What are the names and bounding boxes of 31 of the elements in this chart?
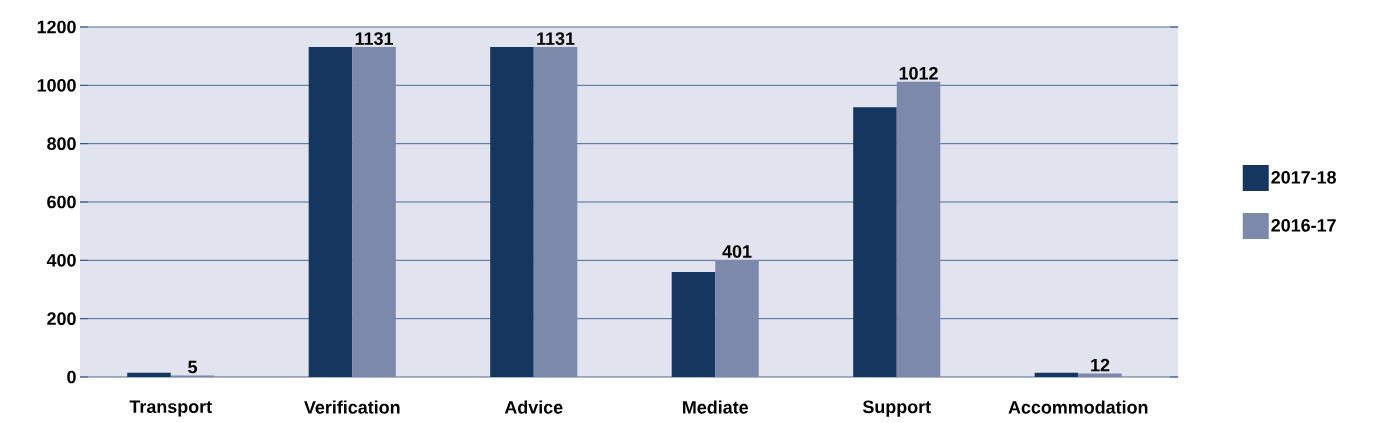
data-label: 1131 [355,32,393,45]
y-tick-label: 0 [67,370,76,384]
bar [127,372,171,377]
bar [853,107,897,377]
legend-label: 2017-18 [1271,170,1336,184]
y-tick-label: 800 [47,137,76,151]
data-label: 1131 [537,32,575,45]
bar [533,47,578,377]
bar [1034,372,1079,377]
x-tick-label: Accommodation [1008,400,1148,414]
x-tick-label: Advice [504,400,563,414]
y-tick-label: 1200 [37,20,76,34]
x-tick-label: Support [862,400,931,417]
data-label: 12 [1091,358,1110,372]
x-tick-label: Transport [129,400,212,417]
bar [308,47,353,377]
y-tick-label: 600 [47,195,76,209]
bar [352,47,396,377]
data-label: 401 [722,245,752,258]
legend-label: 2016-17 [1271,218,1336,232]
y-tick-label: 1000 [37,78,76,92]
x-tick-label: Mediate [683,400,749,414]
x-tick-label: Verification [304,400,400,414]
data-label: 5 [188,360,198,374]
bar [490,47,534,377]
y-tick-label: 200 [47,312,76,326]
bar [715,260,759,377]
data-label: 1012 [899,66,938,80]
bar [671,272,716,377]
bar [896,81,941,377]
y-tick-label: 400 [46,253,76,267]
